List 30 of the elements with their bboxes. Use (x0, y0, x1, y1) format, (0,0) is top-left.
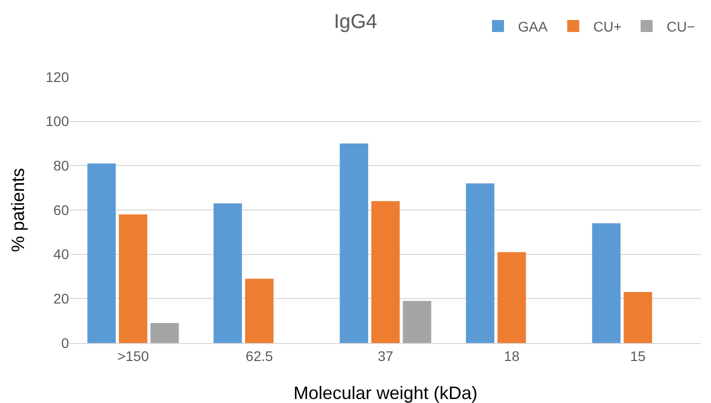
bar (624, 292, 652, 343)
bar (371, 201, 400, 343)
bar (150, 323, 179, 343)
y-tick-label: 0 (61, 334, 70, 351)
x-tick-label: 18 (504, 348, 520, 364)
bar (87, 163, 116, 343)
legend-label: CU− (666, 18, 696, 34)
bar (498, 252, 526, 343)
x-tick-label: 37 (378, 348, 394, 364)
y-axis-title: % patients (8, 168, 28, 252)
y-tick-label: 100 (46, 113, 70, 130)
x-tick-label: 62.5 (246, 348, 274, 364)
bar (466, 183, 494, 343)
y-tick-label: 80 (53, 158, 70, 174)
bar (340, 144, 368, 343)
x-tick-label: 15 (630, 348, 646, 364)
y-tick-label: 40 (53, 246, 70, 262)
bar (592, 223, 621, 343)
bar (245, 278, 274, 343)
legend-label: CU+ (593, 18, 622, 34)
legend-label: GAA (518, 18, 548, 34)
y-tick-label: 20 (53, 290, 70, 307)
x-tick-label: >150 (117, 348, 150, 364)
chart-title: IgG4 (334, 11, 378, 34)
y-tick-label: 60 (53, 202, 70, 218)
bar (214, 203, 242, 343)
x-axis-title: Molecular weight (kDa) (293, 383, 478, 403)
y-tick-label: 120 (46, 68, 70, 85)
bar (118, 214, 148, 343)
bar (402, 300, 432, 343)
